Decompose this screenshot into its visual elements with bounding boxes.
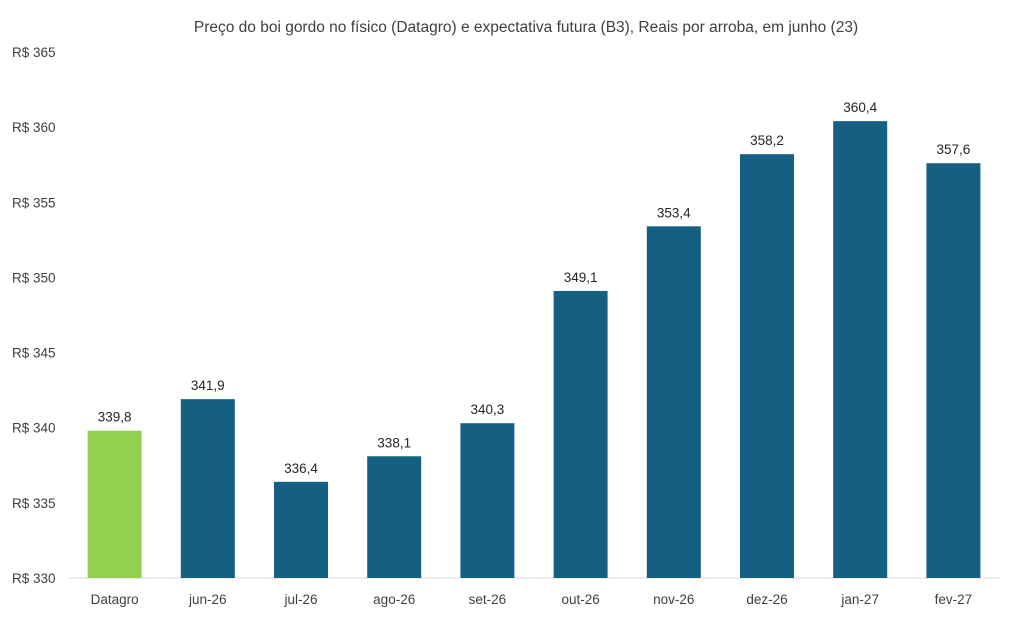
data-label: 360,4 [843, 100, 877, 115]
x-tick-label: Datagro [91, 592, 139, 607]
bar-out-26 [553, 290, 608, 578]
bar-set-26 [460, 423, 515, 578]
x-tick-label: out-26 [561, 592, 599, 607]
data-label: 340,3 [471, 402, 505, 417]
y-tick-label: R$ 345 [12, 346, 56, 361]
y-axis: R$ 330 R$ 335 R$ 340 R$ 345 R$ 350 R$ 355 R$ 3… [12, 45, 56, 586]
data-label: 358,2 [750, 133, 784, 148]
data-label: 357,6 [937, 142, 971, 157]
bars-group: 339,8 341,9 336,4 338,1 340,3 349,1 353,4 358,2… [87, 100, 981, 579]
y-tick-label: R$ 360 [12, 120, 56, 135]
data-label: 336,4 [284, 461, 318, 476]
x-tick-label: dez-26 [746, 592, 787, 607]
bar-jan-27 [833, 121, 888, 578]
y-tick-label: R$ 340 [12, 421, 56, 436]
y-tick-label: R$ 330 [12, 571, 56, 586]
y-tick-label: R$ 365 [12, 45, 56, 60]
x-tick-label: fev-27 [935, 592, 973, 607]
data-label: 338,1 [377, 435, 411, 450]
bar-jun-26 [180, 399, 235, 578]
x-tick-label: set-26 [469, 592, 507, 607]
data-label: 353,4 [657, 205, 691, 220]
x-tick-label: jan-27 [840, 592, 879, 607]
bar-Datagro [87, 430, 142, 578]
bar-ago-26 [367, 456, 422, 578]
x-tick-label: ago-26 [373, 592, 415, 607]
bar-jul-26 [274, 481, 328, 578]
data-label: 349,1 [564, 270, 598, 285]
y-tick-label: R$ 335 [12, 496, 56, 511]
bar-nov-26 [646, 226, 701, 578]
x-tick-label: nov-26 [653, 592, 694, 607]
data-label: 339,8 [98, 410, 132, 425]
x-tick-label: jul-26 [283, 592, 317, 607]
bar-fev-27 [926, 163, 981, 578]
y-tick-label: R$ 350 [12, 270, 56, 285]
bar-dez-26 [740, 154, 794, 579]
data-label: 341,9 [191, 378, 225, 393]
chart-title: Preço do boi gordo no físico (Datagro) e… [194, 19, 858, 36]
x-axis: Datagro jun-26 jul-26 ago-26 set-26 out-26 nov… [91, 592, 973, 607]
x-tick-label: jun-26 [188, 592, 227, 607]
y-tick-label: R$ 355 [12, 195, 56, 210]
